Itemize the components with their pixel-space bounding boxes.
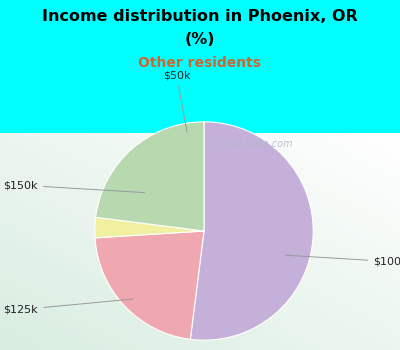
Text: $100k: $100k <box>285 255 400 267</box>
Wedge shape <box>95 231 204 340</box>
Text: ⓘ City-Data.com: ⓘ City-Data.com <box>214 139 292 149</box>
Text: $50k: $50k <box>163 71 190 132</box>
Text: $125k: $125k <box>3 299 134 315</box>
Wedge shape <box>190 122 313 340</box>
Text: (%): (%) <box>185 32 215 47</box>
Wedge shape <box>95 217 204 238</box>
Text: Income distribution in Phoenix, OR: Income distribution in Phoenix, OR <box>42 9 358 24</box>
Wedge shape <box>96 122 204 231</box>
Text: $150k: $150k <box>4 180 144 192</box>
Text: Other residents: Other residents <box>138 56 262 70</box>
